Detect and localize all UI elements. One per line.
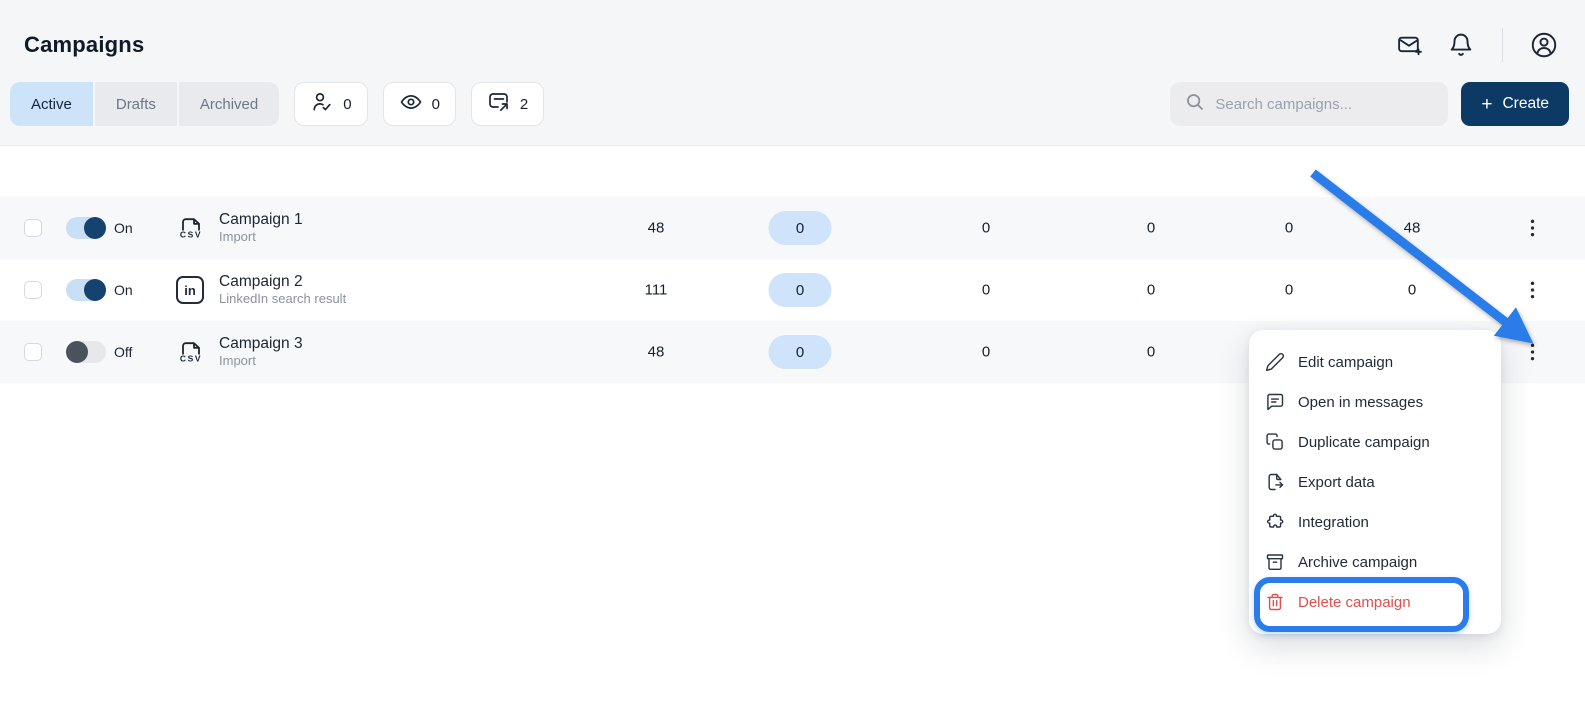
stat-pill-views[interactable]: 0 (382, 82, 456, 126)
page-title: Campaigns (24, 32, 145, 57)
search-input[interactable] (1215, 95, 1435, 113)
topbar-divider (1502, 28, 1503, 62)
toggle-state-label: On (114, 220, 133, 236)
stat-value: 48 (647, 343, 665, 361)
table-header-gap (0, 146, 1585, 197)
row-checkbox[interactable] (24, 281, 42, 299)
archive-box-icon (1265, 552, 1285, 572)
message-square-icon (1265, 392, 1285, 412)
row-context-menu: Edit campaign Open in messages Duplicate… (1249, 330, 1501, 634)
stat-value: 0 (1146, 281, 1156, 299)
linkedin-icon: in (176, 276, 204, 304)
menu-item-archive-campaign[interactable]: Archive campaign (1249, 542, 1501, 582)
campaign-source: Import (219, 229, 256, 245)
search-icon (1184, 91, 1205, 117)
campaign-toggle[interactable] (66, 217, 106, 239)
stat-value: 0 (1146, 219, 1156, 237)
menu-item-export-data[interactable]: Export data (1249, 462, 1501, 502)
user-check-icon (310, 90, 334, 119)
account-avatar-icon[interactable] (1527, 28, 1561, 62)
stat-badge: 0 (768, 273, 832, 307)
stat-badge: 0 (768, 335, 832, 369)
stat-value: 48 (647, 219, 665, 237)
file-export-icon (1265, 472, 1285, 492)
toolbar: Active Drafts Archived 0 (0, 74, 1585, 126)
stat-value: 111 (644, 281, 668, 299)
campaign-name-block: Campaign 2 LinkedIn search result (219, 272, 346, 308)
stat-badge: 0 (768, 211, 832, 245)
eye-icon (399, 90, 423, 119)
campaign-status-tabs: Active Drafts Archived (10, 82, 280, 126)
mail-plus-icon[interactable] (1392, 28, 1426, 62)
row-checkbox[interactable] (24, 343, 42, 361)
notifications-bell-icon[interactable] (1444, 28, 1478, 62)
stat-value: 0 (981, 281, 991, 299)
campaign-name: Campaign 2 (219, 272, 303, 290)
csv-file-icon: CSV (174, 341, 208, 364)
table-row-campaign-1[interactable]: On CSV Campaign 1 Import 48 0 0 0 0 48 (0, 197, 1585, 259)
stat-value: 0 (1284, 281, 1294, 299)
toggle-state-label: Off (114, 344, 133, 360)
menu-item-integration[interactable]: Integration (1249, 502, 1501, 542)
menu-item-open-in-messages[interactable]: Open in messages (1249, 382, 1501, 422)
stat-pill-value: 0 (431, 95, 440, 113)
campaign-source: Import (219, 353, 256, 369)
menu-item-edit-campaign[interactable]: Edit campaign (1249, 342, 1501, 382)
stat-value: 0 (1284, 219, 1294, 237)
stat-pill-value: 2 (519, 95, 529, 113)
stat-pill-connections[interactable]: 0 (294, 82, 368, 126)
row-checkbox[interactable] (24, 219, 42, 237)
stat-pill-replies[interactable]: 2 (470, 82, 545, 126)
campaign-toggle[interactable] (66, 341, 106, 363)
trash-icon (1265, 592, 1285, 612)
edit-pencil-icon (1265, 352, 1285, 372)
stat-value: 48 (1403, 219, 1421, 237)
table-row-campaign-2[interactable]: On in Campaign 2 LinkedIn search result … (0, 259, 1585, 321)
search-box (1170, 82, 1449, 126)
campaign-toggle[interactable] (66, 279, 106, 301)
duplicate-copy-icon (1265, 432, 1285, 452)
stat-pill-value: 0 (343, 95, 352, 113)
tab-drafts[interactable]: Drafts (94, 82, 177, 126)
menu-item-delete-campaign[interactable]: Delete campaign (1249, 582, 1501, 622)
message-send-icon (487, 90, 511, 119)
page-header: Campaigns (0, 0, 1585, 146)
campaign-name: Campaign 3 (219, 334, 303, 352)
stat-value: 0 (981, 219, 991, 237)
stat-value: 0 (1146, 343, 1156, 361)
topbar: Campaigns (0, 0, 1585, 74)
tab-archived[interactable]: Archived (178, 82, 280, 126)
topbar-actions (1392, 28, 1561, 62)
stat-value: 0 (1407, 281, 1417, 299)
row-menu-kebab-icon[interactable] (1520, 337, 1544, 367)
campaign-source: LinkedIn search result (219, 291, 347, 307)
stat-value: 0 (981, 343, 991, 361)
campaign-name: Campaign 1 (219, 210, 303, 228)
create-button[interactable]: + Create (1461, 82, 1569, 126)
row-menu-kebab-icon[interactable] (1520, 213, 1544, 243)
row-menu-kebab-icon[interactable] (1520, 275, 1544, 305)
tab-active[interactable]: Active (10, 82, 93, 126)
toggle-state-label: On (114, 282, 133, 298)
plus-icon: + (1481, 93, 1493, 115)
campaign-name-block: Campaign 3 Import (219, 334, 303, 370)
menu-item-duplicate-campaign[interactable]: Duplicate campaign (1249, 422, 1501, 462)
csv-file-icon: CSV (174, 217, 208, 240)
puzzle-icon (1265, 512, 1285, 532)
campaign-name-block: Campaign 1 Import (219, 210, 303, 246)
